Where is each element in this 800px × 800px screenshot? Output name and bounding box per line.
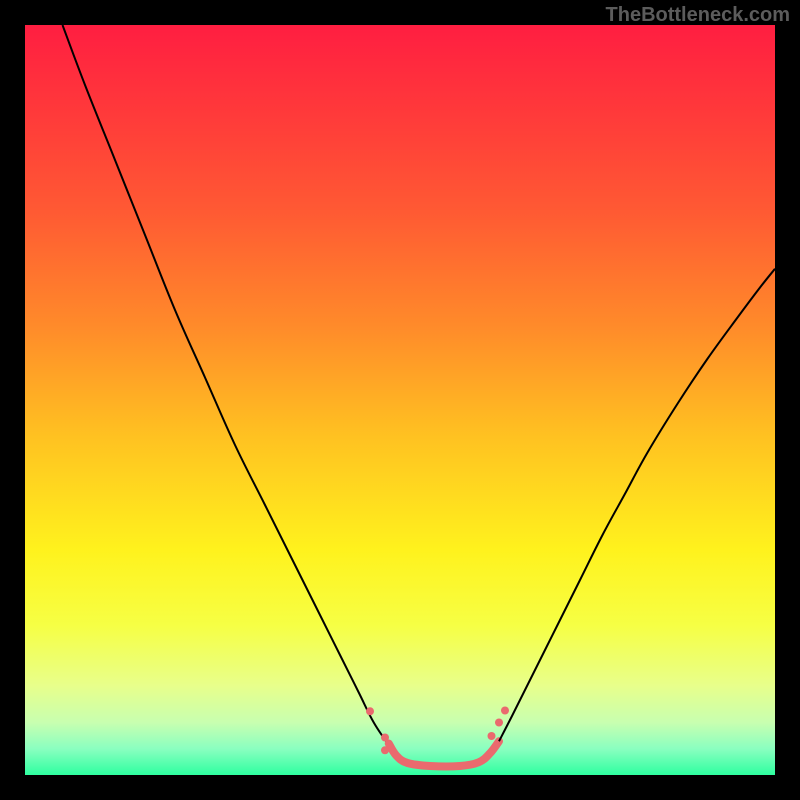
valley-marker-dot <box>366 707 374 715</box>
gradient-background <box>25 25 775 775</box>
attribution-label: TheBottleneck.com <box>606 4 790 27</box>
valley-marker-dot <box>501 707 509 715</box>
valley-marker-dot <box>381 746 389 754</box>
plot-area <box>25 25 775 775</box>
valley-marker-dot <box>495 719 503 727</box>
chart-frame: TheBottleneck.com <box>0 0 800 800</box>
valley-marker-dot <box>381 734 389 742</box>
valley-marker-dot <box>488 732 496 740</box>
bottleneck-chart-svg <box>25 25 775 775</box>
